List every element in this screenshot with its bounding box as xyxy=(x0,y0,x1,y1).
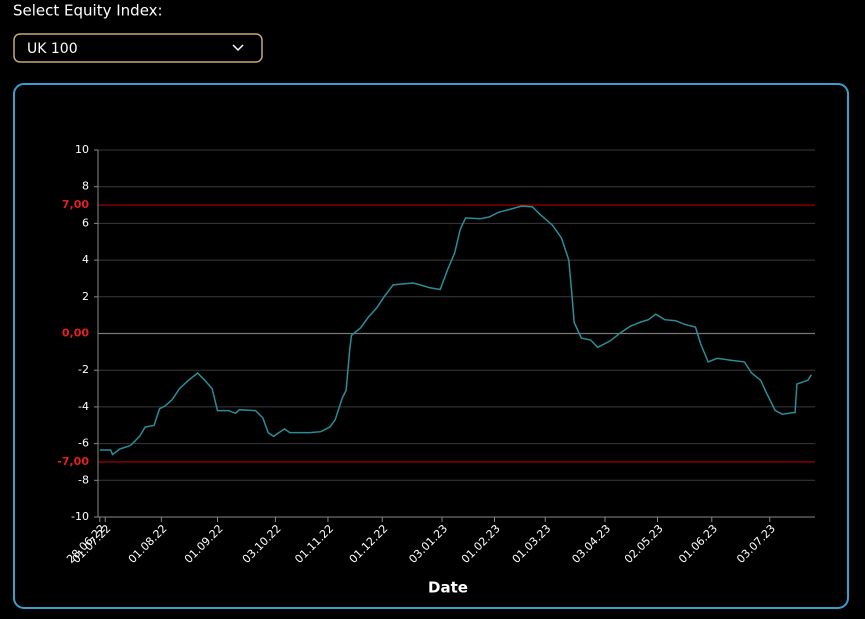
y-tick-label: -6 xyxy=(78,437,89,450)
y-tick-label: 4 xyxy=(82,253,89,266)
reference-label: -7,00 xyxy=(57,455,89,468)
reference-label: 0,00 xyxy=(62,327,89,340)
y-tick-label: -2 xyxy=(78,363,89,376)
y-tick-label: 6 xyxy=(82,216,89,229)
y-tick-label: -8 xyxy=(78,473,89,486)
y-tick-label: 10 xyxy=(75,143,89,156)
index-dropdown[interactable]: UK 100 xyxy=(13,33,263,63)
dropdown-box[interactable] xyxy=(13,33,263,63)
dropdown-chevron[interactable] xyxy=(232,44,244,52)
reference-label: 7,00 xyxy=(62,198,89,211)
y-tick-label: -4 xyxy=(78,400,89,413)
x-axis-label: Date xyxy=(428,579,468,597)
dropdown-value[interactable]: UK 100 xyxy=(27,41,78,57)
chart-panel xyxy=(13,83,849,609)
y-tick-label: 2 xyxy=(82,290,89,303)
y-tick-label: -10 xyxy=(71,510,89,523)
y-tick-label: 8 xyxy=(82,180,89,193)
price-line xyxy=(99,205,813,456)
control-label: Select Equity Index: xyxy=(13,2,163,20)
